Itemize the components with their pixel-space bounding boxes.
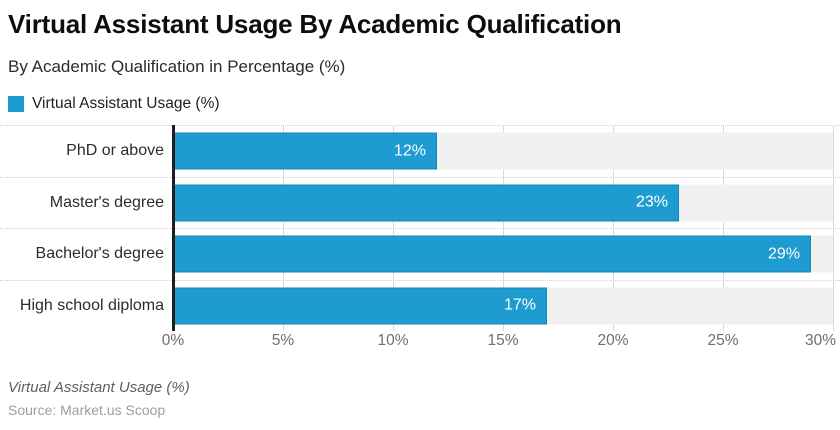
x-axis-title: Virtual Assistant Usage (%)	[8, 379, 190, 396]
y-axis-line	[172, 125, 175, 331]
x-tick-label: 25%	[707, 332, 739, 349]
bar-value-label: 17%	[503, 296, 536, 314]
category-label: PhD or above	[66, 142, 164, 160]
category-label: Bachelor's degree	[35, 245, 164, 263]
x-tick-label: 0%	[161, 332, 185, 349]
chart-subtitle: By Academic Qualification in Percentage …	[8, 57, 346, 76]
bar-value-label: 29%	[767, 245, 800, 263]
x-tick-label: 10%	[377, 332, 409, 349]
bar-value-label: 23%	[635, 193, 668, 211]
chart-row: PhD or above 12%	[0, 126, 840, 177]
x-tick-label: 5%	[271, 332, 295, 349]
bar-value-label: 12%	[393, 142, 426, 160]
x-axis-labels: 0% 5% 10% 15% 20% 25% 30%	[0, 332, 840, 352]
legend-item[interactable]: Virtual Assistant Usage (%)	[8, 95, 220, 113]
source-note: Source: Market.us Scoop	[8, 402, 166, 418]
x-tick-label: 15%	[487, 332, 519, 349]
bar-track: 12%	[173, 132, 833, 170]
bar[interactable]: 23%	[173, 184, 679, 222]
category-label: Master's degree	[49, 193, 164, 211]
bar-track: 17%	[173, 287, 833, 325]
category-label: High school diploma	[19, 296, 164, 314]
chart-rows: PhD or above 12% Master's degree 23% Bachelo…	[0, 125, 840, 331]
x-tick-label: 30%	[804, 332, 836, 349]
bar[interactable]: 12%	[173, 132, 437, 170]
legend-label: Virtual Assistant Usage (%)	[32, 95, 220, 112]
bar-track: 29%	[173, 235, 833, 273]
chart-row: Bachelor's degree 29%	[0, 228, 840, 280]
bar[interactable]: 17%	[173, 287, 547, 325]
bar-chart-plot: PhD or above 12% Master's degree 23% Bachelo…	[0, 125, 840, 331]
bar[interactable]: 29%	[173, 235, 811, 273]
chart-title: Virtual Assistant Usage By Academic Qual…	[8, 9, 622, 39]
chart-row: High school diploma 17%	[0, 279, 840, 332]
bar-track: 23%	[173, 184, 833, 222]
legend-swatch-icon	[8, 96, 24, 112]
chart-row: Master's degree 23%	[0, 176, 840, 229]
x-tick-label: 20%	[597, 332, 629, 349]
